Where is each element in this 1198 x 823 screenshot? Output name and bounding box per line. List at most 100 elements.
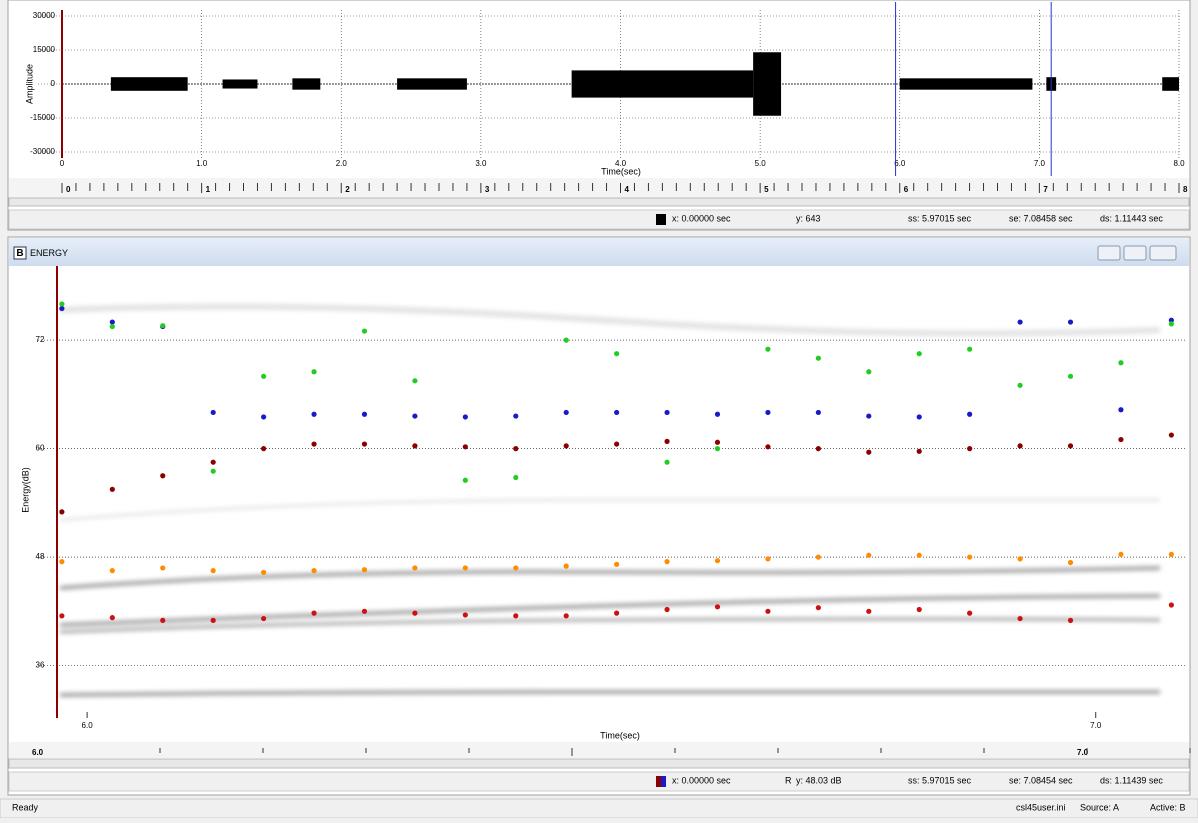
waveform-segment [292, 78, 320, 89]
energy-point [967, 554, 972, 559]
energy-point [463, 444, 468, 449]
energy-point [765, 444, 770, 449]
window-title: ENERGY [30, 248, 68, 258]
y-tick-label: -30000 [30, 147, 55, 156]
energy-point [765, 609, 770, 614]
energy-point [463, 612, 468, 617]
status-ready: Ready [12, 802, 39, 812]
ruler-label: 7.0 [1077, 748, 1089, 757]
energy-point [513, 475, 518, 480]
energy-point [261, 414, 266, 419]
energy-point [664, 607, 669, 612]
energy-point [866, 450, 871, 455]
close-button[interactable] [1150, 246, 1176, 260]
energy-point [110, 487, 115, 492]
ruler-label: 7 [1043, 185, 1048, 194]
energy-point [160, 323, 165, 328]
energy-point [463, 478, 468, 483]
energy-point [1118, 407, 1123, 412]
energy-point [1118, 552, 1123, 557]
energy-point [664, 559, 669, 564]
energy-point [765, 556, 770, 561]
y-tick-label: -15000 [30, 113, 55, 122]
energy-point [110, 568, 115, 573]
energy-point [59, 613, 64, 618]
energy-point [261, 570, 266, 575]
minimize-button[interactable] [1098, 246, 1120, 260]
y-tick-label: 48 [36, 552, 45, 561]
x-tick-label: 2.0 [336, 159, 348, 168]
energy-point [1169, 321, 1174, 326]
energy-point [765, 347, 770, 352]
x-tick-label: 7.0 [1034, 159, 1046, 168]
energy-point [866, 553, 871, 558]
energy-point [412, 413, 417, 418]
energy-point [564, 410, 569, 415]
energy-point [513, 613, 518, 618]
energy-point [1017, 383, 1022, 388]
energy-point [412, 611, 417, 616]
energy-point [614, 562, 619, 567]
energy-point [412, 378, 417, 383]
color-swatch [656, 214, 666, 225]
waveform-segment [753, 52, 781, 115]
energy-point [211, 410, 216, 415]
top-scrollbar[interactable] [9, 198, 1189, 206]
waveform-segment [900, 78, 1033, 89]
energy-point [967, 412, 972, 417]
waveform-segment [572, 70, 754, 97]
energy-point [917, 351, 922, 356]
energy-point [917, 414, 922, 419]
energy-point [1068, 618, 1073, 623]
y-tick-label: 15000 [33, 45, 56, 54]
status-y: y: 643 [796, 213, 821, 223]
y-axis-label: Amplitude [24, 64, 34, 104]
color-swatch [661, 776, 666, 787]
energy-point [211, 568, 216, 573]
energy-point [1017, 319, 1022, 324]
ruler-label: 8 [1183, 185, 1188, 194]
restore-button[interactable] [1124, 246, 1146, 260]
energy-point [513, 565, 518, 570]
energy-point [1017, 616, 1022, 621]
energy-point [59, 301, 64, 306]
energy-point [211, 469, 216, 474]
energy-point [614, 441, 619, 446]
energy-point [614, 351, 619, 356]
x-tick-label: 3.0 [475, 159, 487, 168]
energy-point [59, 509, 64, 514]
energy-point [715, 412, 720, 417]
energy-point [412, 443, 417, 448]
y-tick-label: 60 [36, 444, 45, 453]
energy-point [261, 616, 266, 621]
color-swatch [656, 776, 661, 787]
energy-point [1169, 602, 1174, 607]
bottom-scrollbar[interactable] [9, 759, 1189, 768]
energy-point [513, 446, 518, 451]
x-tick-label: 4.0 [615, 159, 627, 168]
ruler-label: 3 [485, 185, 490, 194]
energy-point [1017, 443, 1022, 448]
ruler-label: 6.0 [32, 748, 44, 757]
ruler-label: 2 [345, 185, 350, 194]
energy-point [1068, 443, 1073, 448]
energy-point [967, 611, 972, 616]
energy-point [362, 412, 367, 417]
ruler-label: 0 [66, 185, 71, 194]
waveform-segment [1162, 77, 1179, 91]
energy-point [1068, 560, 1073, 565]
energy-point [917, 607, 922, 612]
y-tick-label: 30000 [33, 11, 56, 20]
status-se: se: 7.08458 sec [1009, 213, 1073, 223]
status-y: y: 48.03 dB [796, 775, 842, 785]
energy-point [1118, 437, 1123, 442]
energy-point [261, 374, 266, 379]
energy-point [211, 618, 216, 623]
energy-point [311, 611, 316, 616]
status-source: Source: A [1080, 802, 1119, 812]
energy-point [816, 356, 821, 361]
status-ss: ss: 5.97015 sec [908, 775, 972, 785]
energy-point [715, 558, 720, 563]
badge: B [16, 248, 23, 259]
energy-point [412, 565, 417, 570]
